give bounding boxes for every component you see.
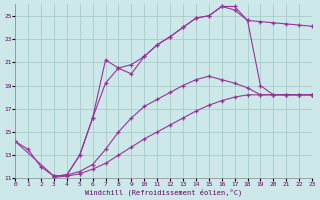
X-axis label: Windchill (Refroidissement éolien,°C): Windchill (Refroidissement éolien,°C) [85, 188, 242, 196]
